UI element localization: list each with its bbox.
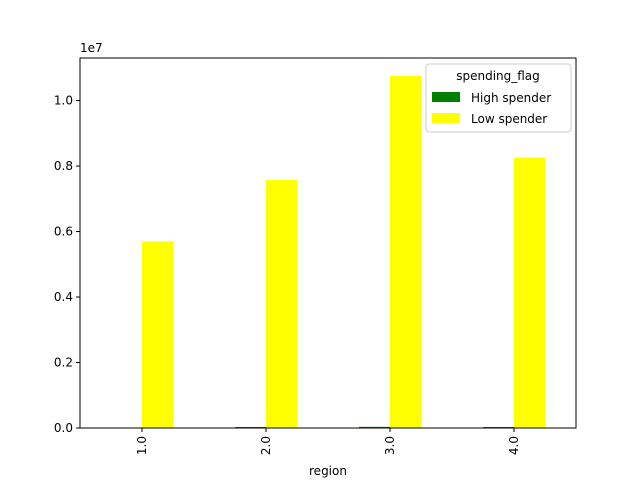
legend-label-high-spender: High spender <box>471 91 551 105</box>
y-axis-ticks: 0.0 0.2 0.4 0.6 0.8 1.0 <box>54 94 80 435</box>
y-scale-label: 1e7 <box>80 41 103 55</box>
bar-low-spender-1.0 <box>142 241 173 428</box>
x-tick-label: 1.0 <box>135 436 149 455</box>
x-axis-label: region <box>309 464 347 478</box>
bars-layer <box>142 76 545 429</box>
y-tick-label: 0.2 <box>54 356 73 370</box>
legend-title: spending_flag <box>456 69 540 83</box>
x-axis-ticks: 1.0 2.0 3.0 4.0 <box>135 428 521 455</box>
y-tick-label: 0.8 <box>54 159 73 173</box>
x-tick-label: 2.0 <box>259 436 273 455</box>
bar-high-spender-3.0 <box>359 426 390 428</box>
axes-layer <box>79 57 577 429</box>
bar-low-spender-2.0 <box>266 179 297 428</box>
legend-swatch-high-spender <box>432 92 460 102</box>
y-tick-label: 0.0 <box>54 421 73 435</box>
x-tick-label: 4.0 <box>507 436 521 455</box>
legend-label-low-spender: Low spender <box>471 112 547 126</box>
plot-frame <box>79 57 577 429</box>
y-tick-label: 0.6 <box>54 225 73 239</box>
legend-swatch-low-spender <box>432 113 460 123</box>
y-tick-label: 0.4 <box>54 290 73 304</box>
bar-low-spender-4.0 <box>514 157 545 429</box>
legend: spending_flag High spender Low spender <box>425 63 572 133</box>
bar-low-spender-3.0 <box>390 76 421 428</box>
y-tick-label: 1.0 <box>54 94 73 108</box>
x-tick-label: 3.0 <box>383 436 397 455</box>
legend-box <box>425 63 572 133</box>
